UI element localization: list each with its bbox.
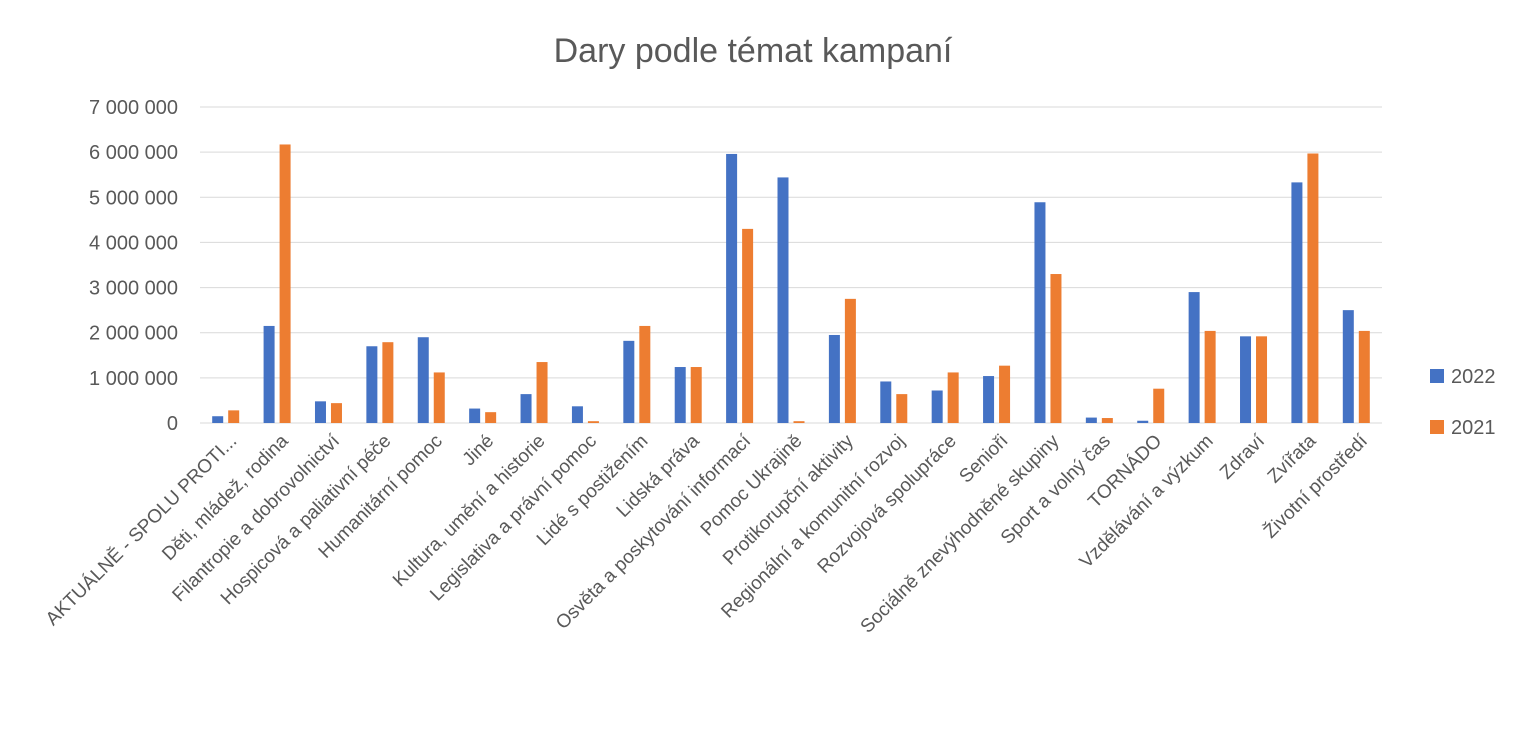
bar-2022-20 [1240,336,1252,423]
bar-2021-8 [639,325,651,423]
legend-label: 2021 [1451,417,1496,439]
bar-2022-18 [1137,420,1149,423]
bar-2022-4 [417,337,429,423]
x-tick-label: AKTUÁLNĚ - SPOLU PROTI... [41,430,241,630]
y-tick-label: 3 000 000 [89,278,178,300]
bar-2021-9 [690,367,702,423]
bar-2022-22 [1342,310,1354,423]
bar-2022-10 [726,153,738,423]
bar-2022-16 [1034,202,1046,423]
bar-2022-13 [880,381,892,423]
x-axis-ticks: AKTUÁLNĚ - SPOLU PROTI...Děti, mládež, r… [41,429,1372,637]
y-tick-label: 0 [167,413,178,435]
bar-2021-10 [742,228,754,423]
chart-title: Dary podle témat kampaní [554,32,953,70]
bar-2021-0 [228,410,240,423]
bar-2022-5 [469,408,481,423]
bars [212,144,1370,424]
bar-2022-1 [263,325,275,423]
bar-2021-17 [1101,418,1113,423]
bar-2022-11 [777,177,789,423]
bar-2021-7 [587,421,599,423]
bar-2021-6 [536,362,548,423]
bar-2021-19 [1204,330,1216,423]
bar-2022-8 [623,340,635,423]
bar-2022-21 [1291,182,1303,423]
y-tick-label: 5 000 000 [89,187,178,209]
bar-2021-1 [279,144,291,423]
bar-2022-15 [983,376,995,423]
bar-2022-9 [674,367,686,423]
legend-swatch-2021 [1430,420,1444,434]
y-tick-label: 6 000 000 [89,142,178,164]
bar-2021-21 [1307,153,1319,424]
bar-2022-3 [366,346,378,423]
bar-2022-2 [314,401,326,423]
bar-2022-6 [520,394,532,423]
bar-2022-0 [212,416,224,423]
bar-2022-12 [828,334,840,423]
y-tick-label: 2 000 000 [89,323,178,345]
y-tick-label: 7 000 000 [89,97,178,119]
legend-label: 2022 [1451,366,1496,388]
legend-swatch-2022 [1430,369,1444,383]
y-tick-label: 4 000 000 [89,232,178,254]
bar-2021-12 [844,298,856,423]
bar-2021-11 [793,421,805,423]
bar-2021-2 [330,403,342,423]
bar-2021-5 [485,412,497,423]
bar-2021-16 [1050,274,1062,423]
bar-2022-14 [931,390,943,423]
legend: 2022 2021 [1430,366,1496,439]
bar-2021-18 [1153,388,1165,423]
bar-2022-7 [571,406,583,423]
bar-2021-20 [1256,336,1268,423]
bar-2021-3 [382,342,394,423]
bar-2021-15 [999,365,1011,423]
y-tick-label: 1 000 000 [89,368,178,390]
bar-2021-13 [896,394,908,423]
bar-2021-14 [947,372,959,423]
gridlines [200,106,1382,424]
bar-2022-17 [1085,417,1097,423]
bar-2021-22 [1358,330,1370,423]
x-tick-label: Zdraví [1216,430,1269,483]
bar-2022-19 [1188,292,1200,423]
bar-2021-4 [433,372,445,423]
x-tick-label: Jiné [459,431,498,470]
y-axis-ticks: 0 1 000 000 2 000 000 3 000 000 4 000 000 5 0… [89,97,178,435]
